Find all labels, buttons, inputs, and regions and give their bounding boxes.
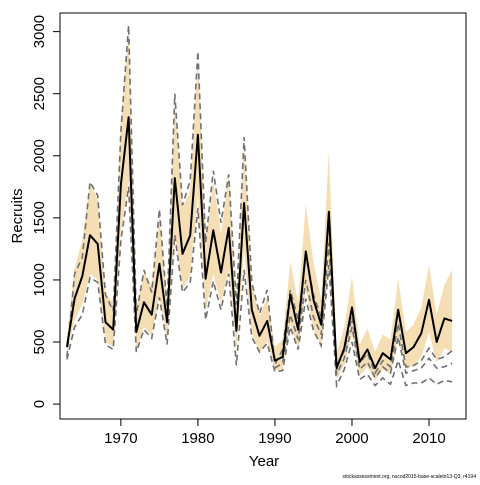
y-tick-label: 2000: [31, 139, 48, 172]
x-tick-label: 1990: [258, 430, 291, 447]
y-tick-label: 3000: [31, 15, 48, 48]
x-axis-title: Year: [249, 453, 279, 470]
x-tick-label: 2000: [335, 430, 368, 447]
estimate-line: [65, 116, 453, 370]
x-tick-label: 1980: [181, 430, 214, 447]
y-tick-label: 1000: [31, 263, 48, 296]
retro-line-retro-mid: [274, 242, 453, 380]
y-axis-title: Recruits: [9, 188, 26, 243]
retro-line-retro-upper: [66, 25, 453, 375]
x-tick-label: 2010: [412, 430, 445, 447]
confidence-band: [66, 31, 453, 381]
y-tick-label: 1500: [31, 201, 48, 234]
y-tick-label: 500: [31, 329, 48, 354]
y-tick-label: 0: [31, 400, 48, 408]
series-layer: [65, 25, 453, 389]
credit-text: stockassessment.org, nscod2015-base-scal…: [342, 474, 476, 480]
x-axis: 1970 1980 1990 2000 2010: [104, 418, 446, 447]
retro-line-retro-lower: [66, 186, 453, 389]
y-axis: 0 500 1000 1500 2000 2500 3000: [31, 15, 60, 408]
x-tick-label: 1970: [104, 430, 137, 447]
y-tick-label: 2500: [31, 77, 48, 110]
